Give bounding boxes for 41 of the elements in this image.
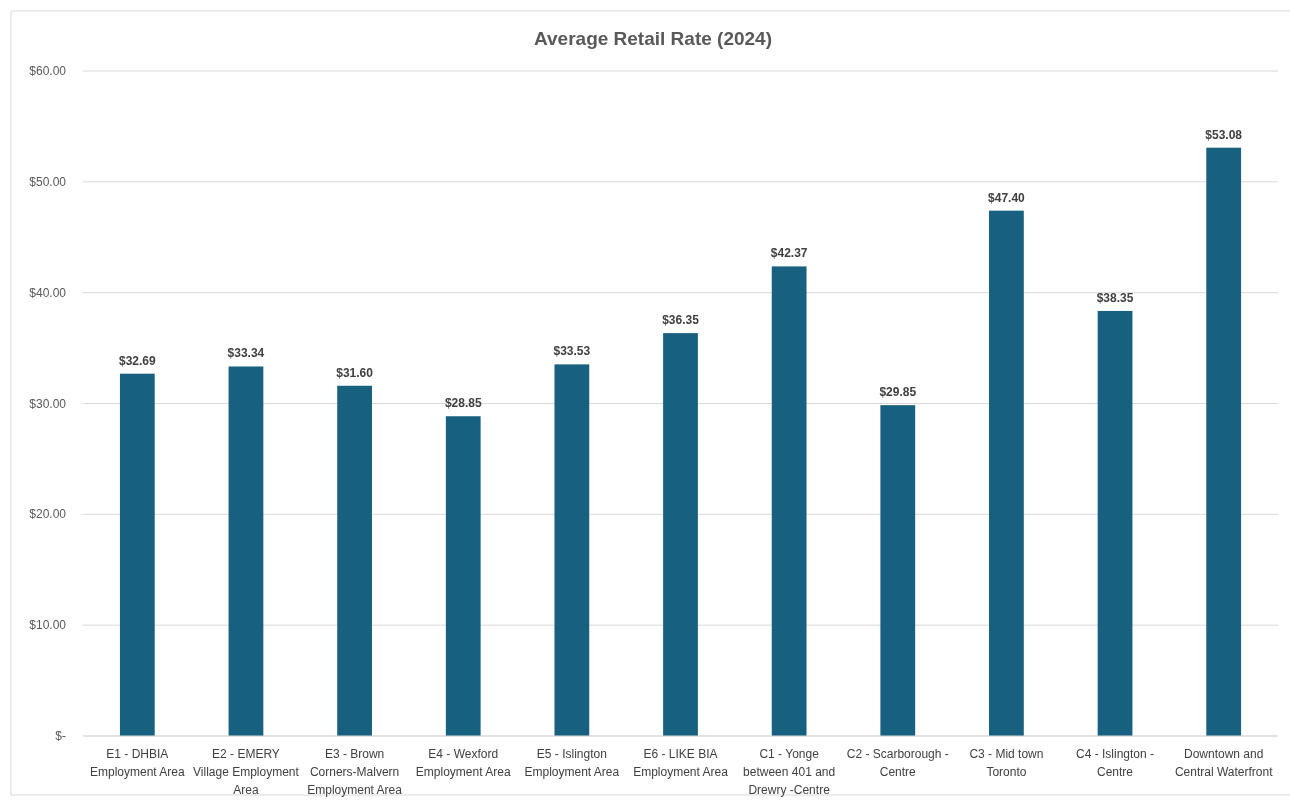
data-label: $31.60: [336, 365, 374, 380]
y-tick-label: $30.00: [29, 396, 67, 411]
data-label: $33.53: [553, 344, 591, 359]
bar: [554, 364, 590, 736]
x-tick-label: C3 - Mid town Toronto: [969, 747, 1044, 779]
bar: [1206, 147, 1242, 736]
data-label: $36.35: [662, 313, 700, 328]
y-tick-label: $20.00: [29, 507, 67, 522]
x-tick-label: E5 - Islington Employment Area: [524, 747, 620, 779]
x-tick-label: C1 - Yonge between 401 and Drewry -Centre: [743, 747, 836, 797]
bar: [771, 266, 807, 736]
data-label: $42.37: [770, 246, 808, 261]
y-tick-label: $-: [55, 729, 66, 743]
data-label: $33.34: [227, 346, 265, 361]
x-tick-label: E1 - DHBIA Employment Area: [89, 747, 185, 779]
data-label: $38.35: [1096, 290, 1134, 305]
data-label: $53.08: [1205, 127, 1243, 142]
bar: [1097, 310, 1133, 736]
bar: [337, 385, 372, 736]
bar: [119, 373, 155, 736]
y-tick-label: $50.00: [29, 174, 67, 189]
data-label: $32.69: [118, 353, 156, 368]
data-label: $28.85: [444, 396, 482, 411]
x-tick-label: Downtown and Central Waterfront: [1174, 747, 1274, 779]
bar: [445, 416, 481, 736]
x-tick-label: E3 - Brown Corners-Malvern Employment Area: [307, 747, 403, 797]
bar: [663, 333, 698, 736]
y-tick-label: $40.00: [29, 285, 67, 300]
x-tick-label: E6 - LIKE BIA Employment Area: [633, 747, 729, 779]
x-tick-label: E4 - Wexford Employment Area: [415, 747, 511, 779]
y-tick-label: $60.00: [29, 64, 67, 78]
x-tick-label: C2 - Scarborough - Centre: [846, 747, 949, 779]
bar: [880, 405, 916, 736]
y-tick-label: $10.00: [29, 618, 67, 633]
chart-title: Average Retail Rate (2024): [534, 28, 772, 49]
x-tick-label: E2 - EMERY Village Employment Area: [193, 747, 300, 797]
bar: [228, 366, 264, 736]
data-label: $29.85: [879, 385, 917, 400]
bar: [989, 210, 1024, 736]
data-label: $47.40: [988, 190, 1026, 205]
x-tick-label: C4 - Islington - Centre: [1076, 747, 1155, 779]
